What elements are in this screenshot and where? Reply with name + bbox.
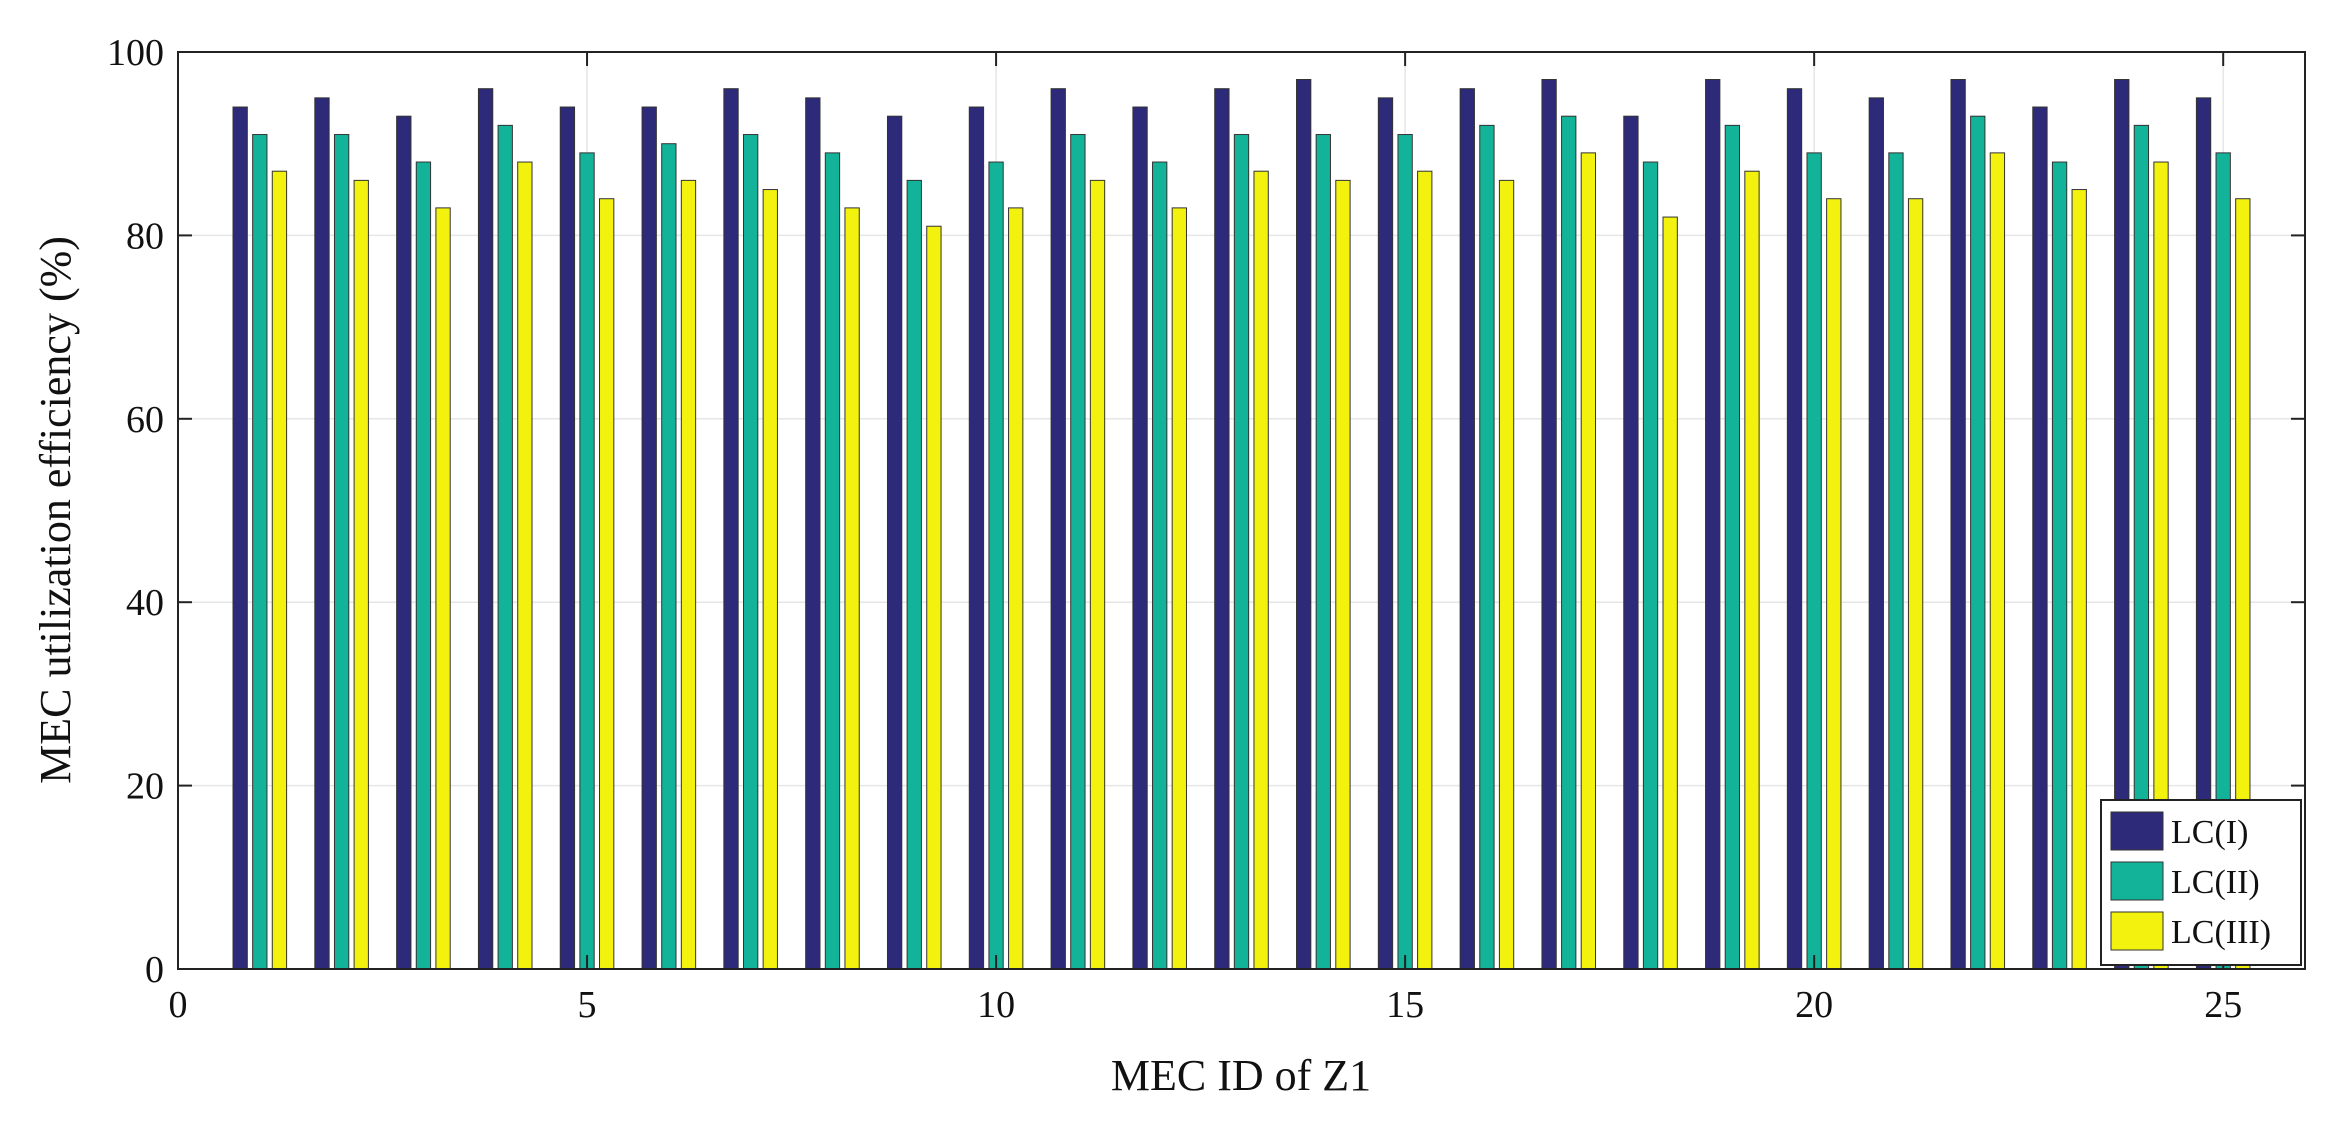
legend-label: LC(III) <box>2171 914 2271 951</box>
bar-lc-iii--16 <box>1498 179 1515 970</box>
y-tick-label: 0 <box>145 949 164 991</box>
bar-lc-ii--14 <box>1315 134 1331 970</box>
bar-lc-iii--10 <box>1008 207 1024 970</box>
bar-lc-i--16 <box>1459 88 1475 970</box>
legend-label: LC(II) <box>2171 864 2260 901</box>
bar-lc-ii--12 <box>1152 161 1168 970</box>
legend-swatch <box>2110 861 2164 901</box>
bar-lc-i--10 <box>968 106 985 970</box>
bar-lc-i--21 <box>1868 97 1884 970</box>
bar-lc-i--8 <box>805 97 821 970</box>
bar-lc-iii--9 <box>926 225 942 970</box>
bar-lc-ii--4 <box>497 124 513 970</box>
bar-lc-iii--22 <box>1989 152 2006 970</box>
bar-lc-ii--9 <box>906 179 922 970</box>
bar-lc-iii--5 <box>599 198 615 970</box>
bar-lc-ii--21 <box>1888 152 1904 970</box>
x-tick-label: 10 <box>977 984 1015 1026</box>
y-tick-label: 100 <box>107 32 164 74</box>
bar-lc-iii--12 <box>1171 207 1187 970</box>
bar-lc-iii--6 <box>680 179 697 970</box>
bar-lc-i--2 <box>314 97 330 970</box>
bar-lc-iii--8 <box>844 207 860 970</box>
bar-lc-i--22 <box>1950 79 1966 970</box>
bar-lc-i--20 <box>1786 88 1803 970</box>
y-tick-label: 80 <box>126 215 164 257</box>
bar-lc-iii--3 <box>435 207 451 970</box>
bar-lc-iii--2 <box>353 179 369 970</box>
bar-lc-iii--11 <box>1089 179 1106 970</box>
bar-lc-i--5 <box>559 106 576 970</box>
bar-lc-ii--1 <box>252 134 268 970</box>
bar-lc-i--9 <box>886 115 903 970</box>
bar-lc-i--6 <box>641 106 657 970</box>
bar-lc-ii--22 <box>1970 115 1986 970</box>
bar-lc-ii--13 <box>1233 134 1250 970</box>
bar-lc-i--23 <box>2032 106 2048 970</box>
bar-lc-i--15 <box>1377 97 1394 970</box>
bar-lc-ii--20 <box>1806 152 1822 970</box>
bar-lc-ii--11 <box>1070 134 1086 970</box>
bar-lc-iii--15 <box>1417 170 1433 970</box>
y-tick-label: 20 <box>126 766 164 808</box>
y-axis-title: MEC utilization efficiency (%) <box>31 236 80 784</box>
x-axis-title: MEC ID of Z1 <box>1111 1051 1371 1100</box>
bar-lc-iii--1 <box>271 170 288 970</box>
x-tick-label: 5 <box>578 984 597 1026</box>
legend-swatch <box>2110 911 2164 951</box>
bar-lc-i--12 <box>1132 106 1148 970</box>
bar-lc-ii--10 <box>988 161 1004 970</box>
bar-lc-iii--14 <box>1335 179 1351 970</box>
bar-lc-ii--3 <box>415 161 432 970</box>
ticks: 0 20 40 60 80 100 0 5 10 15 20 25 <box>107 32 2305 1026</box>
bar-lc-iii--18 <box>1662 216 1678 970</box>
bar-lc-ii--2 <box>333 134 350 970</box>
legend: LC(I) LC(II) LC(III) <box>2100 799 2302 966</box>
bar-lc-iii--17 <box>1580 152 1597 970</box>
bar-lc-ii--8 <box>824 152 841 970</box>
bar-lc-i--17 <box>1541 79 1557 970</box>
bar-lc-i--14 <box>1296 79 1312 970</box>
bar-lc-ii--17 <box>1561 115 1577 970</box>
bar-lc-iii--20 <box>1826 198 1842 970</box>
bar-lc-ii--7 <box>742 134 759 970</box>
bar-lc-i--13 <box>1214 88 1230 970</box>
bar-lc-i--3 <box>396 115 412 970</box>
legend-swatch <box>2110 811 2164 851</box>
bar-lc-i--4 <box>477 88 494 970</box>
bar-lc-ii--5 <box>579 152 595 970</box>
bar-lc-i--11 <box>1050 88 1066 970</box>
x-tick-label: 0 <box>169 984 188 1026</box>
bar-lc-ii--15 <box>1397 134 1413 970</box>
legend-label: LC(I) <box>2171 814 2248 851</box>
plot-frame <box>177 51 2306 970</box>
bar-lc-iii--13 <box>1253 170 1269 970</box>
y-tick-label: 60 <box>126 399 164 441</box>
x-tick-label: 25 <box>2204 984 2242 1026</box>
bar-lc-i--7 <box>723 88 739 970</box>
bar-lc-iii--4 <box>517 161 533 970</box>
bar-lc-ii--6 <box>661 143 677 970</box>
bar-lc-ii--19 <box>1724 124 1741 970</box>
bar-lc-iii--7 <box>762 189 778 970</box>
bar-lc-i--18 <box>1623 115 1639 970</box>
bar-lc-ii--23 <box>2051 161 2068 970</box>
bar-lc-iii--23 <box>2071 189 2087 970</box>
bar-lc-ii--16 <box>1479 124 1495 970</box>
bar-lc-i--1 <box>232 106 248 970</box>
bar-lc-ii--18 <box>1642 161 1659 970</box>
bar-lc-i--19 <box>1705 79 1721 970</box>
bar-lc-iii--21 <box>1907 198 1924 970</box>
y-tick-label: 40 <box>126 582 164 624</box>
x-tick-label: 15 <box>1386 984 1424 1026</box>
x-tick-label: 20 <box>1795 984 1833 1026</box>
bar-lc-iii--19 <box>1744 170 1760 970</box>
